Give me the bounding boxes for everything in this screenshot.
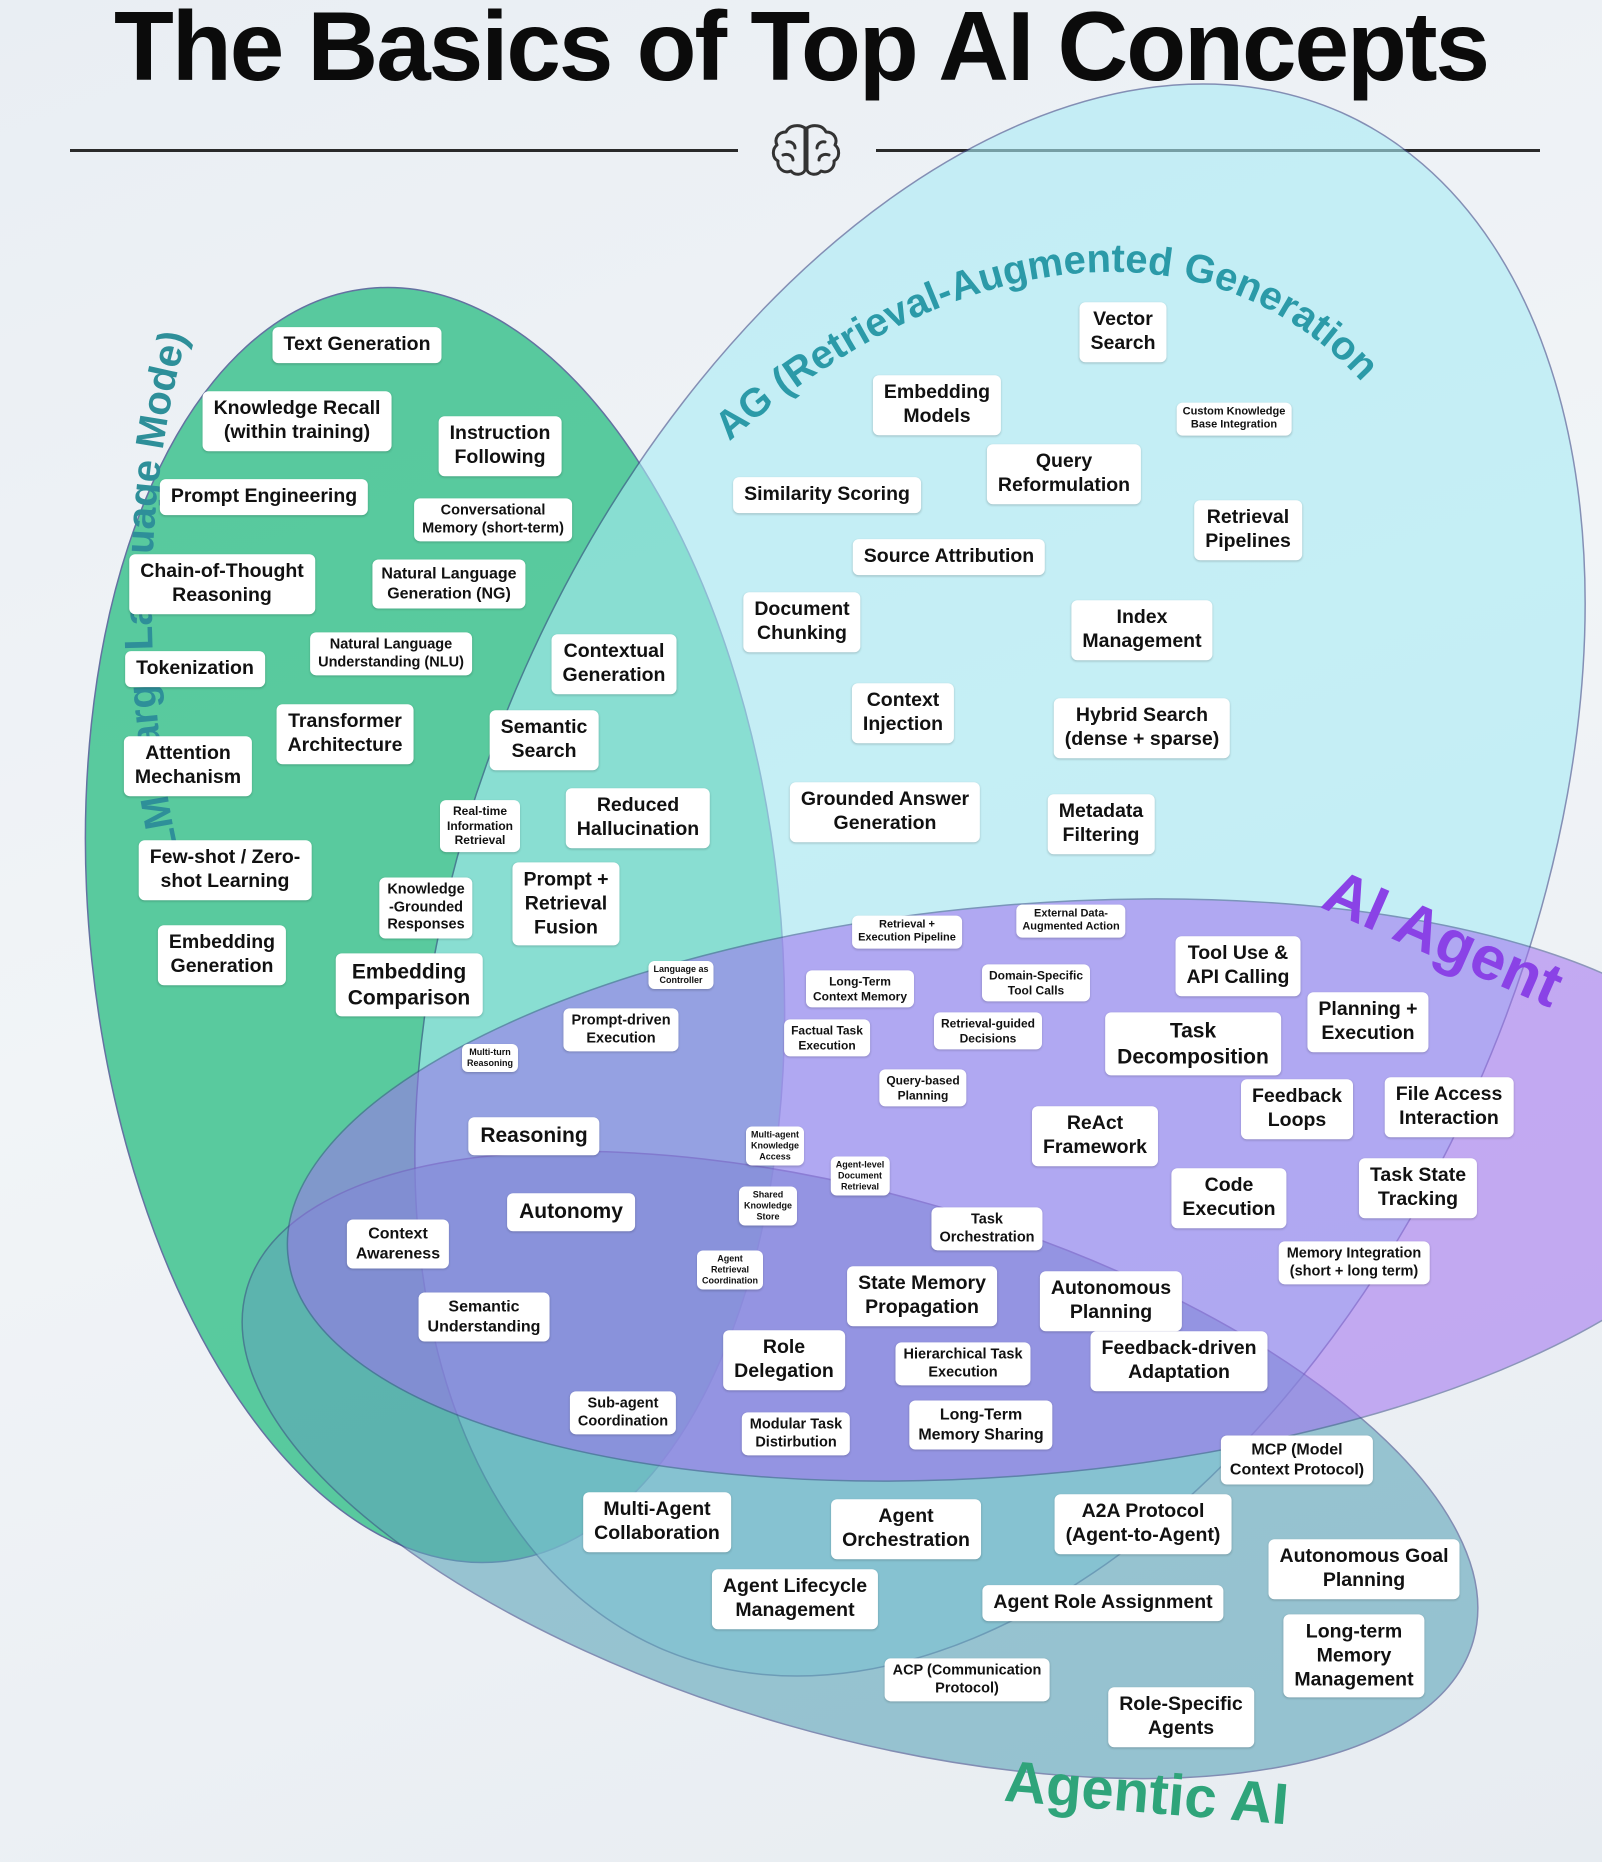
concept-tool-use-api-calling: Tool Use & API Calling: [1175, 936, 1301, 996]
concept-retrieval-pipelines: Retrieval Pipelines: [1194, 500, 1302, 560]
concept-context-awareness: Context Awareness: [346, 1219, 450, 1269]
concept-react-framework: ReAct Framework: [1031, 1106, 1159, 1166]
concept-external-data-augmented-action: External Data- Augmented Action: [1016, 904, 1126, 938]
concept-agent-level-document-retrieval: Agent-level Document Retrieval: [830, 1156, 890, 1196]
concept-state-memory-propagation: State Memory Propagation: [847, 1266, 997, 1326]
concept-task-decomposition: Task Decomposition: [1105, 1012, 1281, 1076]
concept-agent-orchestration: Agent Orchestration: [831, 1499, 981, 1559]
concept-tokenization: Tokenization: [125, 651, 265, 687]
concept-role-delegation: Role Delegation: [723, 1330, 845, 1390]
concept-conversational-memory-short-term: Conversational Memory (short-term): [414, 498, 572, 542]
concept-agent-role-assignment: Agent Role Assignment: [982, 1585, 1224, 1621]
concept-role-specific-agents: Role-Specific Agents: [1108, 1687, 1254, 1747]
concept-language-as-controller: Language as Controller: [648, 961, 714, 989]
concept-knowledge-grounded-responses: Knowledge -Grounded Responses: [379, 877, 473, 939]
concept-retrieval-guided-decisions: Retrieval-guided Decisions: [933, 1012, 1043, 1050]
brain-icon: [771, 124, 841, 176]
concept-hybrid-search-dense-sparse: Hybrid Search (dense + sparse): [1053, 698, 1231, 758]
concept-embedding-comparison: Embedding Comparison: [335, 953, 483, 1017]
concept-task-state-tracking: Task State Tracking: [1358, 1158, 1478, 1218]
concept-few-shot-zero-shot-learning: Few-shot / Zero- shot Learning: [138, 840, 312, 900]
concept-autonomous-planning: Autonomous Planning: [1039, 1271, 1183, 1331]
concept-hierarchical-task-execution: Hierarchical Task Execution: [895, 1342, 1031, 1386]
concept-code-execution: Code Execution: [1171, 1168, 1287, 1228]
concept-domain-specific-tool-calls: Domain-Specific Tool Calls: [981, 964, 1091, 1002]
concept-reduced-hallucination: Reduced Hallucination: [565, 788, 711, 848]
concept-knowledge-recall-within-training: Knowledge Recall (within training): [202, 391, 392, 451]
concept-agent-retrieval-coordination: Agent Retrieval Coordination: [697, 1250, 763, 1290]
concept-embedding-generation: Embedding Generation: [157, 925, 287, 985]
concept-semantic-search: Semantic Search: [489, 710, 599, 770]
concept-autonomous-goal-planning: Autonomous Goal Planning: [1268, 1539, 1460, 1599]
concept-custom-knowledge-base-integration: Custom Knowledge Base Integration: [1176, 402, 1292, 436]
concept-chain-of-thought-reasoning: Chain-of-Thought Reasoning: [129, 554, 315, 614]
concept-contextual-generation: Contextual Generation: [551, 634, 677, 694]
concept-autonomy: Autonomy: [507, 1193, 635, 1231]
concept-factual-task-execution: Factual Task Execution: [784, 1019, 870, 1057]
concept-acp-communication-protocol: ACP (Communication Protocol): [884, 1658, 1050, 1702]
concept-long-term-memory-management: Long-term Memory Management: [1283, 1614, 1425, 1698]
concept-multi-agent-collaboration: Multi-Agent Collaboration: [583, 1492, 731, 1552]
concept-document-chunking: Document Chunking: [743, 592, 861, 652]
concept-retrieval-execution-pipeline: Retrieval + Execution Pipeline: [852, 915, 962, 949]
concept-natural-language-generation-ng: Natural Language Generation (NG): [372, 559, 526, 609]
divider-line-left: [70, 149, 738, 152]
concept-planning-execution: Planning + Execution: [1307, 992, 1429, 1052]
page-title: The Basics of Top AI Concepts: [113, 0, 1490, 101]
concept-prompt-engineering: Prompt Engineering: [159, 479, 369, 515]
concept-vector-search: Vector Search: [1079, 302, 1167, 362]
concept-long-term-context-memory: Long-Term Context Memory: [805, 970, 915, 1008]
concept-mcp-model-context-protocol: MCP (Model Context Protocol): [1220, 1435, 1374, 1485]
concept-text-generation: Text Generation: [272, 327, 442, 363]
concept-prompt-driven-execution: Prompt-driven Execution: [563, 1008, 679, 1052]
concept-reasoning: Reasoning: [468, 1117, 600, 1155]
concept-memory-integration-short-long-term: Memory Integration (short + long term): [1278, 1241, 1430, 1285]
concept-source-attribution: Source Attribution: [852, 539, 1046, 575]
concept-metadata-filtering: Metadata Filtering: [1047, 794, 1155, 854]
concept-a2a-protocol-agent-to-agent: A2A Protocol (Agent-to-Agent): [1054, 1494, 1232, 1554]
concept-feedback-driven-adaptation: Feedback-driven Adaptation: [1090, 1331, 1268, 1391]
concept-transformer-architecture: Transformer Architecture: [276, 704, 414, 764]
concept-attention-mechanism: Attention Mechanism: [123, 736, 253, 796]
concept-grounded-answer-generation: Grounded Answer Generation: [789, 782, 981, 842]
concept-multi-agent-knowledge-access: Multi-agent Knowledge Access: [745, 1126, 805, 1166]
concept-feedback-loops: Feedback Loops: [1241, 1079, 1353, 1139]
concept-embedding-models: Embedding Models: [872, 375, 1002, 435]
concept-index-management: Index Management: [1071, 600, 1213, 660]
concept-sub-agent-coordination: Sub-agent Coordination: [569, 1391, 677, 1435]
concept-file-access-interaction: File Access Interaction: [1384, 1077, 1514, 1137]
concept-agent-lifecycle-management: Agent Lifecycle Management: [711, 1569, 879, 1629]
concept-context-injection: Context Injection: [851, 683, 955, 743]
concept-semantic-understanding: Semantic Understanding: [418, 1292, 550, 1342]
concept-long-term-memory-sharing: Long-Term Memory Sharing: [909, 1400, 1053, 1450]
concept-query-reformulation: Query Reformulation: [986, 444, 1142, 504]
concept-prompt-retrieval-fusion: Prompt + Retrieval Fusion: [512, 862, 620, 946]
concept-instruction-following: Instruction Following: [438, 416, 562, 476]
concept-modular-task-distirbution: Modular Task Distirbution: [741, 1412, 851, 1456]
concept-multi-turn-reasoning: Multi-turn Reasoning: [461, 1044, 519, 1072]
concept-similarity-scoring: Similarity Scoring: [733, 477, 921, 513]
concept-real-time-information-retrieval: Real-time Information Retrieval: [440, 800, 520, 852]
concept-query-based-planning: Query-based Planning: [879, 1069, 967, 1107]
concept-task-orchestration: Task Orchestration: [931, 1207, 1043, 1251]
concept-shared-knowledge-store: Shared Knowledge Store: [738, 1186, 798, 1226]
concept-natural-language-understanding-nlu: Natural Language Understanding (NLU): [310, 632, 472, 676]
